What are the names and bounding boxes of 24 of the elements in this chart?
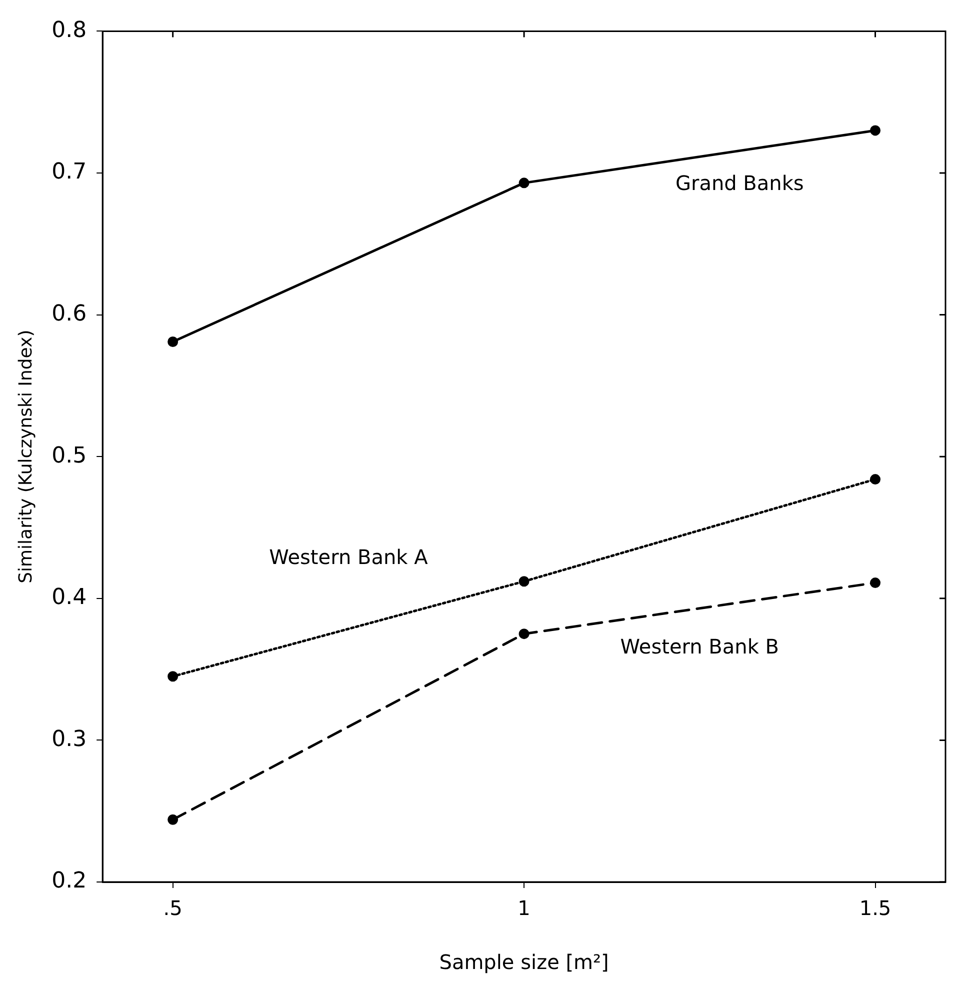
series-label: Grand Banks <box>675 170 804 195</box>
point <box>870 125 881 136</box>
point <box>518 178 530 188</box>
y-axis-title: Similarity (Kulczynski Index) <box>15 330 36 584</box>
y-tick-label: 0.5 <box>52 443 87 468</box>
point <box>168 814 178 825</box>
point <box>168 671 178 682</box>
y-tick-label: 0.6 <box>52 302 87 327</box>
point <box>870 578 881 588</box>
point <box>518 576 530 587</box>
y-tick-label: 0.2 <box>52 868 87 894</box>
point <box>518 628 530 640</box>
x-tick-label: 1 <box>518 896 530 920</box>
point <box>168 336 178 347</box>
y-tick-label: 0.3 <box>52 726 87 752</box>
series-label: Western Bank B <box>620 634 779 659</box>
y-tick-label: 0.4 <box>52 585 87 610</box>
y-tick-label: 0.7 <box>52 160 87 185</box>
series-label: Western Bank A <box>269 545 428 570</box>
x-tick-label: 1.5 <box>859 896 892 920</box>
y-tick-label: 0.8 <box>52 18 87 43</box>
x-axis-title: Sample size [m²] <box>439 950 609 974</box>
x-tick-label: .5 <box>163 896 182 920</box>
point <box>870 474 881 485</box>
